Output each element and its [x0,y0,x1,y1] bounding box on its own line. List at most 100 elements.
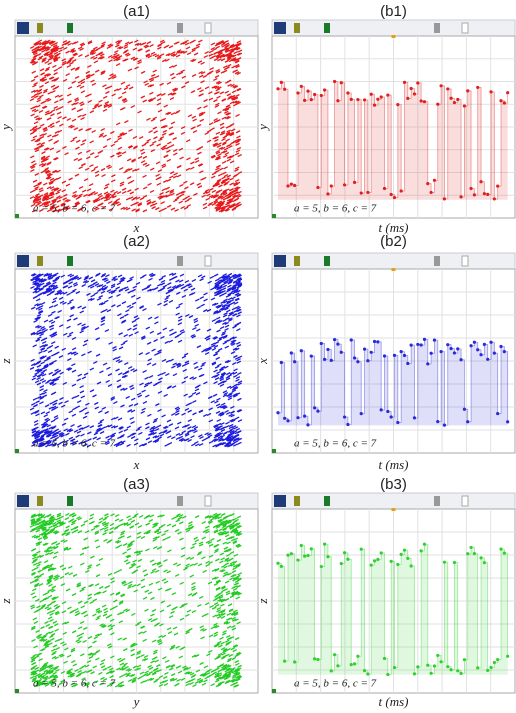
marker [15,689,19,693]
trace-point [453,561,456,564]
trace-point [276,562,279,565]
trace-point [300,349,303,352]
trace-point [310,547,313,550]
trace-point [486,193,489,196]
trace-point [353,662,356,665]
trace-point [300,544,303,547]
trace-point [423,543,426,546]
trace-point [313,406,316,409]
trace-point [276,411,279,414]
trace-point [466,552,469,555]
toolbar-icon [17,22,29,34]
trace-point [370,93,373,96]
trace-point [423,338,426,341]
trace-point [300,85,303,88]
trace-point [396,563,399,566]
trace-point [396,103,399,106]
trace-point [313,657,316,660]
toolbar-icon [324,23,330,33]
trace-point [390,193,393,196]
trace-point [400,350,403,353]
trace-point [486,358,489,361]
trace-point [496,184,499,187]
trace-point [290,351,293,354]
trace-point [303,99,306,102]
trace-point [376,340,379,343]
marker [272,449,276,453]
trace-point [459,358,462,361]
trace-point [343,551,346,554]
trace-point [493,351,496,354]
trace-point [276,87,279,90]
trace-point [323,358,326,361]
trace-point [483,561,486,564]
panel-title: (a3) [123,476,150,493]
trace-point [413,672,416,675]
trace-point [370,564,373,567]
panel-title: (b1) [380,3,407,20]
trace-point [466,89,469,92]
trace-point [383,187,386,190]
trace-point [390,560,393,563]
trace-point [413,92,416,95]
x-axis-label: t (ms) [379,457,409,472]
trace-point [333,653,336,656]
trace-point [336,343,339,346]
toolbar-icon [434,496,440,506]
marker [392,508,396,511]
trace-point [366,672,369,675]
trace-point [340,81,343,84]
toolbar-icon [434,23,440,33]
trace-point [380,95,383,98]
trace-point [430,352,433,355]
toolbar-icon [177,256,183,266]
trace-point [403,549,406,552]
trace-point [426,664,429,667]
trace-point [380,551,383,554]
toolbar [15,20,258,36]
trace-point [370,351,373,354]
trace-point [433,339,436,342]
trace-point [433,664,436,667]
toolbar-icon [462,23,468,33]
toolbar-icon [67,23,73,33]
trace-point [386,410,389,413]
trace-point [506,420,509,423]
trace-point [493,197,496,200]
trace-point [286,554,289,557]
toolbar [272,253,515,269]
trace-point [433,179,436,182]
trace-point [360,548,363,551]
trace-point [346,558,349,561]
trace-point [280,361,283,364]
trace-point [343,415,346,418]
trace-point [416,81,419,84]
trace-point [469,344,472,347]
trace-point [323,88,326,91]
trace-point [410,344,413,347]
trace-point [406,557,409,560]
trace-point [416,343,419,346]
trace-point [426,182,429,185]
toolbar-icon [67,256,73,266]
figure: (a1)a = 5, b = 6, c = 7yx(b1)a = 5, b = … [0,0,516,713]
trace-point [353,356,356,359]
toolbar-icon [17,255,29,267]
trace-point [320,565,323,568]
trace-point [426,362,429,365]
trace-point [310,98,313,101]
trace-point [310,354,313,357]
trace-point [360,412,363,415]
trace-point [293,184,296,187]
trace-point [476,666,479,669]
trace-point [320,342,323,345]
trace-point [283,660,286,663]
trace-point [363,348,366,351]
trace-point [383,354,386,357]
trace-point [489,666,492,669]
toolbar-icon [67,496,73,506]
trace-point [469,546,472,549]
trace-point [503,552,506,555]
toolbar-icon [462,256,468,266]
trace-point [456,669,459,672]
